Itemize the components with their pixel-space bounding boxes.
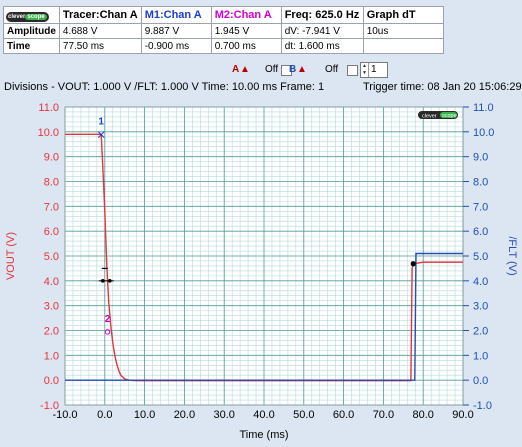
y-axis-label-vout: VOUT (V) [5,232,17,280]
y-tick-label-left: 9.0 [44,152,59,164]
y-tick-label-left: 10.0 [38,127,59,139]
amplitude-m2: 1.945 V [210,23,282,39]
time-tracer: 77.50 ms [58,38,142,54]
header-freq[interactable]: Freq: 625.0 Hz [280,6,364,24]
y-tick-label-right: 9.0 [473,152,488,164]
channel-b-label: B [289,64,297,75]
marker-1-point [97,131,105,138]
cleverscope-logo: clever scope [3,6,60,24]
y-tick-label-right: -1.0 [473,400,492,412]
y-tick-label-right: 3.0 [473,301,488,313]
amplitude-row: Amplitude 4.688 V 9.887 V 1.945 V dV: -7… [3,23,444,39]
y-tick-label-right: 8.0 [473,177,488,189]
y-tick-label-right: 5.0 [473,251,488,263]
channel-b-checkbox[interactable] [347,65,358,76]
chart-traces [65,133,463,382]
x-tick-label: 90.0 [452,409,473,421]
measurement-header-row: clever scope Tracer:Chan A M1:Chan A M2:C… [3,6,444,24]
y-tick-label-left: 3.0 [44,301,59,313]
channel-a-label: A [232,64,240,75]
y-tick-label-right: 11.0 [473,102,494,114]
divisions-info: Divisions - VOUT: 1.000 V /FLT: 1.000 V … [4,81,325,93]
chart-axes: -10.0 0.0 10.0 20.0 30.0 40.0 50.0 60.0 70.0 80.0… [38,102,495,421]
y-tick-label-right: 7.0 [473,201,488,213]
header-tracer[interactable]: Tracer:Chan A [58,6,142,24]
y-tick-label-left: 4.0 [44,276,59,288]
channel-b-icon: ▲ [297,64,307,75]
header-graph-dt[interactable]: Graph dT [362,6,444,24]
amplitude-m1: 9.887 V [140,23,212,39]
logo-text-clever: clever [8,13,26,20]
header-m1[interactable]: M1:Chan A [140,6,212,24]
tracer-point [410,261,416,267]
y-tick-label-left: 0.0 [44,375,59,387]
header-m2[interactable]: M2:Chan A [210,6,282,24]
y-tick-label-right: 2.0 [473,326,488,338]
amplitude-graph-dt: 10us [362,23,444,39]
time-label: Time [3,38,60,54]
plot-logo-text: clever [422,114,437,120]
trace-flt [65,252,463,381]
x-tick-label: 20.0 [174,409,195,421]
y-axis-label-flt: /FLT (V) [506,236,518,275]
x-tick-label: 0.0 [97,409,112,421]
measurement-table: clever scope Tracer:Chan A M1:Chan A M2:C… [3,6,444,54]
plot-logo-scope: scope [442,113,457,119]
channel-b-state: Off [325,64,339,75]
time-m2: 0.700 ms [210,38,282,54]
channel-a-checkbox[interactable] [281,65,292,76]
chart-markers: 12 [97,117,416,335]
trace-vout [65,133,463,382]
x-axis-label: Time (ms) [239,429,288,441]
frame-spinbox[interactable]: ▲ ▼ 1 [360,62,388,78]
y-tick-label-left: 11.0 [38,102,59,114]
x-tick-label: 70.0 [373,409,394,421]
amplitude-tracer: 4.688 V [58,23,142,39]
marker-2-point [104,329,111,335]
y-tick-label-left: 2.0 [44,326,59,338]
marker-1-label: 1 [98,117,104,128]
plot-logo: clever scope [418,111,458,120]
time-graph-dt [362,38,444,54]
x-tick-label: 30.0 [213,409,234,421]
logo-text-scope: scope [25,13,47,20]
x-tick-label: -10.0 [52,409,77,421]
x-tick-label: 50.0 [293,409,314,421]
y-tick-label-left: 6.0 [44,226,59,238]
y-tick-label-right: 1.0 [473,350,488,362]
frame-spin-value: 1 [371,64,377,75]
y-tick-label-left: -1.0 [40,400,59,412]
time-m1: -0.900 ms [140,38,212,54]
amplitude-label: Amplitude [3,23,60,39]
trigger-time: Trigger time: 08 Jan 20 15:06:29 [363,81,522,93]
time-dt: dt: 1.600 ms [280,38,364,54]
x-tick-label: 60.0 [333,409,354,421]
plot-grid [64,106,464,406]
y-tick-label-right: 0.0 [473,375,488,387]
y-tick-label-right: 10.0 [473,127,494,139]
y-tick-label-left: 5.0 [44,251,59,263]
spin-arrows-icon[interactable]: ▲ ▼ [361,63,369,77]
y-tick-label-right: 4.0 [473,276,488,288]
x-tick-label: 80.0 [412,409,433,421]
y-tick-label-left: 1.0 [44,350,59,362]
marker-2-label: 2 [105,314,111,325]
y-tick-label-left: 7.0 [44,201,59,213]
scope-chart[interactable]: -10.0 0.0 10.0 20.0 30.0 40.0 50.0 60.0 70.0 80.0… [0,96,522,447]
amplitude-dv: dV: -7.941 V [280,23,364,39]
time-row: Time 77.50 ms -0.900 ms 0.700 ms dt: 1.6… [3,38,444,54]
channel-a-icon: ▲ [240,64,250,75]
x-tick-label: 40.0 [253,409,274,421]
channel-a-state: Off [265,64,279,75]
x-tick-label: 10.0 [134,409,155,421]
y-tick-label-left: 8.0 [44,177,59,189]
y-tick-label-right: 6.0 [473,226,488,238]
